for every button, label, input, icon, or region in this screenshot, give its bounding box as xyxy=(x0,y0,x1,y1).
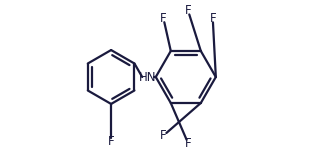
Text: F: F xyxy=(185,4,191,17)
Text: F: F xyxy=(210,12,216,25)
Text: F: F xyxy=(108,135,114,148)
Text: HN: HN xyxy=(139,71,157,83)
Text: F: F xyxy=(185,137,191,150)
Text: F: F xyxy=(160,12,167,25)
Text: F: F xyxy=(160,129,167,142)
